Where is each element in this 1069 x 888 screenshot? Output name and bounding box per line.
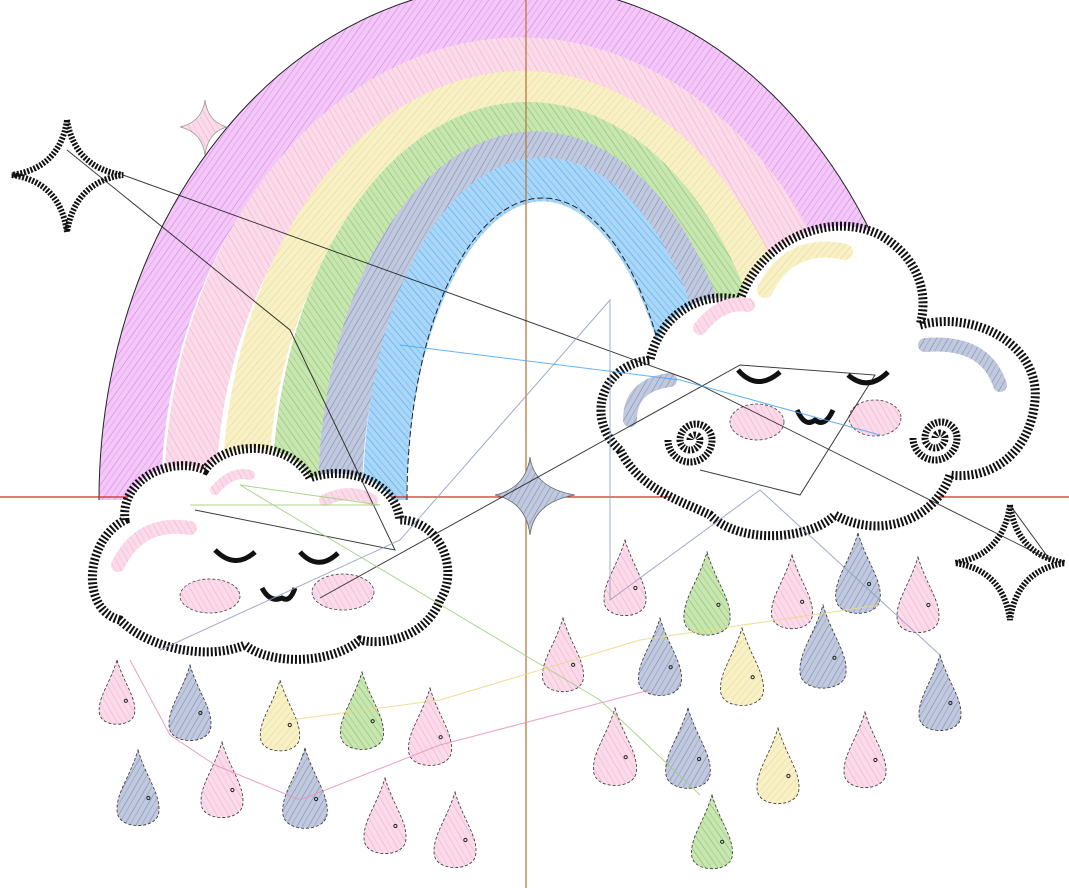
right-cloud[interactable] — [596, 221, 1040, 541]
stitch-marker — [750, 675, 755, 680]
highlight — [693, 297, 755, 335]
raindrop-icon[interactable] — [259, 678, 301, 752]
stitch-marker — [370, 719, 375, 724]
stitch-marker — [146, 795, 151, 801]
stitch-marker — [800, 599, 805, 604]
raindrop-icon[interactable] — [638, 616, 682, 696]
raindrop-icon[interactable] — [542, 616, 584, 692]
raindrop-icon[interactable] — [116, 748, 160, 826]
cheek-right — [311, 573, 375, 611]
jump-line — [122, 174, 1051, 561]
highlight — [918, 337, 1007, 392]
swirl-icon — [664, 420, 716, 466]
jump-stitches — [66, 149, 1051, 801]
highlight — [757, 241, 853, 298]
jump-line — [399, 344, 881, 436]
stitch-marker — [123, 698, 128, 703]
smile — [794, 408, 836, 425]
stitch-marker — [926, 602, 931, 608]
raindrop-icon[interactable] — [593, 706, 637, 786]
raindrops[interactable] — [98, 531, 962, 869]
sparkle-icon[interactable] — [11, 119, 124, 233]
raindrop-icon[interactable] — [835, 531, 881, 614]
stitch-marker — [786, 773, 791, 779]
jump-line — [66, 149, 396, 551]
raindrop-icon[interactable] — [918, 653, 962, 731]
stitch-marker — [463, 837, 468, 843]
raindrop-icon[interactable] — [168, 663, 212, 741]
jump-line — [159, 298, 941, 656]
raindrop-icon[interactable] — [691, 793, 733, 869]
raindrop-icon[interactable] — [433, 790, 477, 868]
stitch-marker — [948, 700, 953, 706]
eyelash-icon — [298, 550, 340, 565]
stitch-marker — [716, 602, 721, 607]
eyelash-icon — [213, 548, 257, 563]
raindrop-icon[interactable] — [408, 686, 452, 766]
stitch-marker — [313, 796, 319, 802]
sparkle-icon[interactable] — [494, 456, 576, 536]
smile — [259, 586, 298, 602]
left-cloud[interactable] — [87, 444, 453, 664]
raindrop-icon[interactable] — [896, 555, 940, 633]
highlight — [210, 469, 255, 495]
stitch-marker — [393, 823, 398, 829]
raindrop-icon[interactable] — [843, 710, 887, 788]
sparkle-icon[interactable] — [954, 504, 1066, 621]
stitch-marker — [230, 787, 235, 793]
jump-line — [289, 604, 881, 721]
stitch-marker — [873, 757, 878, 763]
raindrop-icon[interactable] — [720, 626, 764, 706]
eyelash-icon — [736, 368, 782, 384]
highlight — [623, 373, 677, 427]
cheek-left — [179, 578, 241, 614]
swirl-icon — [909, 418, 961, 464]
cheek-right — [848, 399, 902, 437]
stitch-marker — [198, 710, 203, 716]
raindrop-icon[interactable] — [771, 553, 813, 629]
stitch-marker — [438, 735, 443, 740]
raindrop-icon[interactable] — [799, 603, 847, 689]
stitch-marker — [668, 665, 673, 670]
sparkle-icon[interactable] — [179, 99, 229, 156]
raindrop-icon[interactable] — [363, 776, 407, 854]
stitch-marker — [623, 755, 628, 760]
raindrop-icon[interactable] — [98, 658, 136, 725]
cheek-left — [729, 403, 785, 441]
highlight — [111, 519, 197, 572]
jump-line — [129, 659, 651, 801]
raindrop-icon[interactable] — [683, 550, 731, 636]
raindrop-icon[interactable] — [665, 706, 711, 789]
stitch-marker — [696, 756, 702, 762]
jump-line — [319, 364, 876, 599]
stitch-marker — [720, 839, 725, 844]
stitch-marker — [866, 581, 872, 587]
stitch-marker — [832, 655, 837, 660]
stitch-marker — [633, 585, 638, 591]
stitch-marker — [571, 662, 576, 667]
raindrop-icon[interactable] — [282, 746, 328, 829]
raindrop-icon[interactable] — [200, 740, 244, 818]
jump-line — [190, 484, 701, 796]
stitch-marker — [287, 722, 292, 728]
raindrop-icon[interactable] — [756, 726, 800, 804]
highlight — [319, 488, 378, 506]
eyelash-icon — [846, 370, 890, 386]
